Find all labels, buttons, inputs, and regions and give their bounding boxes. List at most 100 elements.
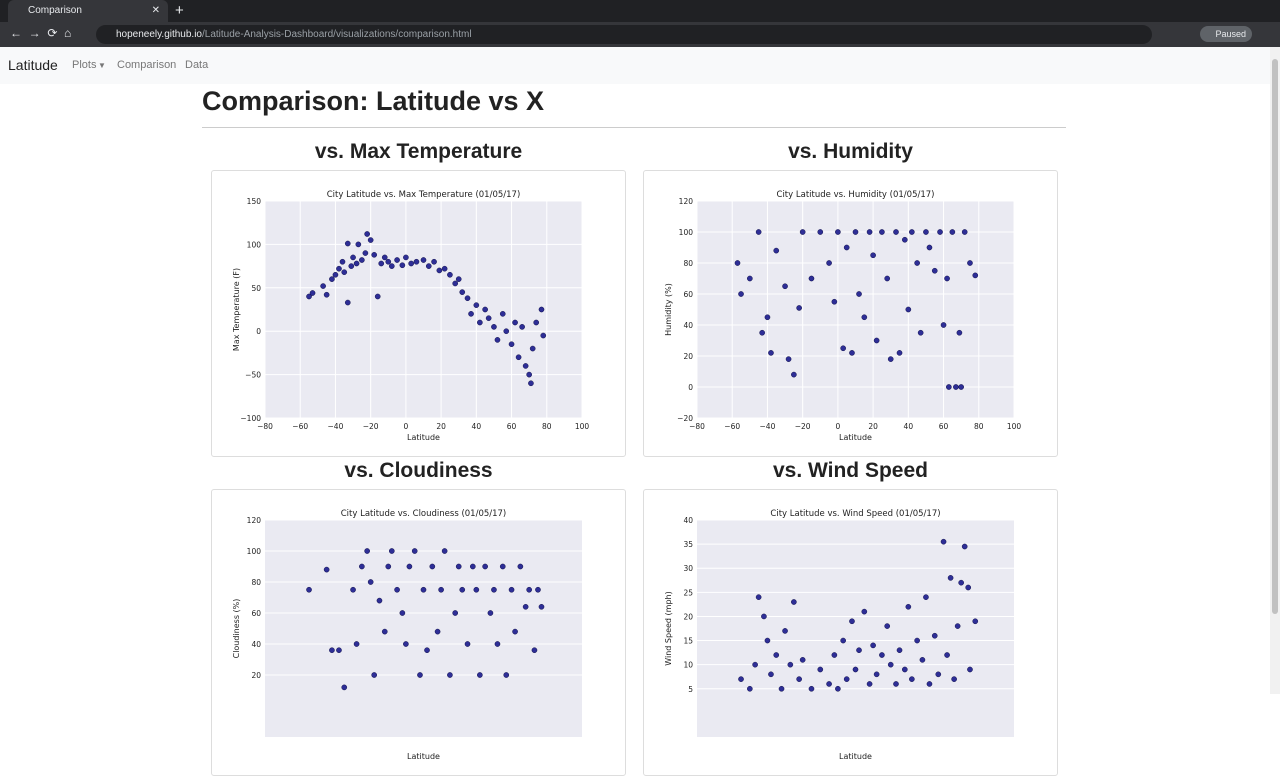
nav-link[interactable]: Data	[185, 59, 209, 71]
chart-title: City Latitude vs. Humidity (01/05/17)	[777, 190, 935, 200]
scatter-point	[376, 597, 383, 604]
scatter-point	[914, 260, 920, 266]
scatter-point	[884, 275, 890, 282]
x-tick-label: 0	[835, 422, 840, 431]
y-axis-label: Cloudiness (%)	[232, 599, 241, 659]
chart: 20 40 60 80 100 120 City Latitude vs. Cloudine…	[232, 509, 582, 761]
chart: 5 10 15 20 25 30 35 40 City Latitude vs. Wind Sp…	[664, 509, 1014, 761]
scatter-point	[826, 681, 832, 687]
scatter-point	[835, 229, 841, 235]
x-tick-label: −80	[257, 422, 273, 431]
scatter-point	[336, 647, 342, 653]
plot-area	[697, 520, 1014, 737]
scatter-point	[917, 329, 924, 336]
scatter-point	[773, 247, 780, 254]
y-tick-label: 40	[683, 516, 693, 525]
y-tick-label: 15	[683, 637, 693, 646]
scatter-point	[528, 380, 534, 387]
scatter-point	[808, 275, 815, 282]
section-heading: vs. Cloudiness	[344, 459, 493, 482]
y-tick-label: 120	[247, 516, 262, 525]
scrollbar[interactable]	[1270, 47, 1280, 694]
scatter-point	[403, 641, 409, 647]
scatter-point	[958, 384, 964, 390]
section-heading: vs. Max Temperature	[314, 140, 523, 163]
scatter-point	[455, 276, 462, 282]
profile-status[interactable]: Paused	[1200, 26, 1252, 42]
x-tick-label: 80	[542, 422, 552, 431]
scatter-point	[967, 666, 973, 673]
scatter-point	[408, 260, 414, 267]
scatter-point	[464, 641, 471, 647]
scatter-point	[849, 350, 855, 356]
scatter-point	[909, 229, 915, 235]
x-tick-label: −60	[724, 422, 740, 431]
scatter-point	[884, 623, 890, 629]
scatter-point	[399, 610, 406, 616]
navbar: Latitude Plots ▼ Comparison Data	[0, 47, 1270, 84]
scatter-point	[738, 676, 744, 682]
x-tick-label: 20	[436, 422, 446, 431]
x-axis-label: Latitude	[839, 433, 872, 442]
nav-link[interactable]: Comparison	[117, 59, 177, 71]
scatter-point	[870, 252, 876, 259]
scatter-point	[378, 260, 385, 267]
page-heading: Comparison: Latitude vs X	[202, 86, 545, 116]
chart-title: City Latitude vs. Cloudiness (01/05/17)	[341, 509, 507, 519]
y-tick-label: 5	[688, 685, 693, 694]
chart-panel: −80 −60 −40 −20 0 20 40 60 80 100 −100 −50 0 50 100 150…	[211, 170, 626, 457]
scatter-point	[434, 628, 441, 635]
url-field[interactable]: hopeneely.github.io/Latitude-Analysis-Da…	[96, 25, 1152, 44]
scatter-point	[468, 311, 474, 317]
scatter-point	[791, 599, 797, 605]
y-tick-label: 0	[256, 327, 261, 336]
scatter-point	[944, 275, 950, 282]
plot-area	[265, 520, 582, 737]
nav-link[interactable]: Plots	[72, 59, 97, 71]
chart-panel: 5 10 15 20 25 30 35 40 City Latitude vs. Wind Sp…	[643, 489, 1058, 776]
y-tick-label: 80	[683, 259, 693, 268]
scatter-point	[937, 229, 943, 235]
scatter-point	[946, 384, 952, 390]
scatter-point	[887, 356, 894, 362]
scatter-point	[403, 254, 409, 261]
scatter-point	[350, 586, 356, 593]
scatter-point	[350, 254, 356, 261]
y-tick-label: 20	[683, 352, 693, 361]
scatter-point	[473, 302, 480, 308]
url-path: /Latitude-Analysis-Dashboard/visualizati…	[202, 29, 472, 40]
scatter-point	[519, 324, 525, 330]
scatter-point	[420, 586, 427, 593]
scatter-point	[972, 272, 979, 279]
y-tick-label: 100	[247, 547, 262, 556]
scatter-point	[447, 672, 453, 678]
scatter-point	[961, 229, 968, 235]
y-tick-label: 30	[683, 564, 693, 573]
chart: −80 −60 −40 −20 0 20 40 60 80 100 −20 0 20 40 60 80 100 1…	[664, 190, 1021, 442]
scatter-point	[406, 563, 413, 570]
scatter-point	[329, 276, 335, 282]
scatter-point	[791, 371, 797, 378]
scatter-point	[447, 271, 453, 278]
x-tick-label: 60	[939, 422, 949, 431]
scatter-point	[452, 280, 458, 287]
scatter-point	[954, 623, 961, 629]
scatter-point	[482, 563, 488, 570]
scatter-point	[747, 275, 753, 282]
scatter-point	[961, 543, 968, 550]
brand[interactable]: Latitude	[8, 57, 58, 73]
scatter-point	[873, 671, 880, 678]
scatter-point	[515, 354, 522, 361]
tab[interactable]: Comparison ✕	[8, 0, 168, 22]
x-tick-label: −20	[795, 422, 811, 431]
scatter-point	[747, 685, 753, 692]
scatter-point	[477, 319, 483, 326]
scatter-point	[866, 681, 873, 687]
scatter-point	[494, 641, 501, 647]
y-tick-label: −20	[677, 414, 693, 423]
scatter-point	[388, 263, 395, 269]
scatter-point	[902, 236, 908, 243]
scatter-point	[949, 229, 956, 235]
scatter-point	[873, 337, 880, 344]
scatter-point	[431, 258, 437, 265]
